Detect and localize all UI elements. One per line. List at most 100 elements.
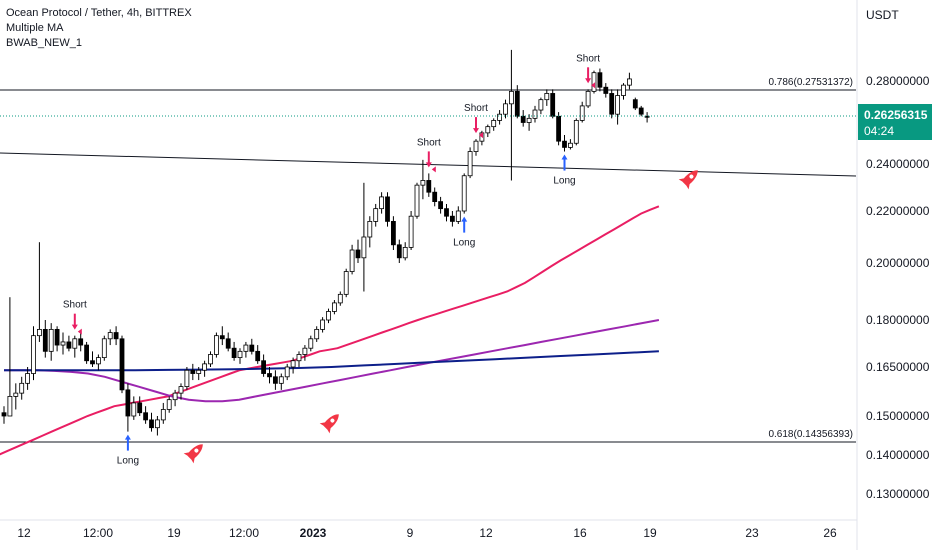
- candle-body: [284, 366, 290, 378]
- candle-body: [514, 90, 520, 117]
- short-marker-icon: [431, 166, 436, 173]
- candle-body: [7, 395, 13, 417]
- fib-level-label: 0.618(0.14356393): [768, 429, 853, 440]
- short-marker-icon: [77, 328, 82, 335]
- candle-body: [373, 208, 379, 222]
- candle-body: [556, 115, 561, 142]
- rocket-icon: [183, 444, 203, 464]
- x-tick-label: 12:00: [83, 526, 113, 540]
- rocket-fin-right: [327, 426, 331, 434]
- long-arrow-head-icon: [461, 216, 468, 222]
- candle-body: [320, 319, 326, 330]
- short-marker-icon: [479, 132, 483, 139]
- candle-body: [491, 120, 497, 128]
- candle-body: [485, 126, 491, 134]
- candle-body: [597, 72, 603, 88]
- candle-body: [432, 191, 438, 202]
- candle-body: [119, 338, 125, 391]
- candle-body: [296, 354, 302, 362]
- candle-body: [385, 196, 390, 222]
- candle-body: [449, 215, 455, 222]
- short-signal-label: Short: [464, 103, 488, 114]
- candle-body: [591, 72, 597, 92]
- long-signal-label: Long: [117, 456, 139, 467]
- short-arrow-head-icon: [71, 324, 78, 330]
- candle-body: [355, 249, 361, 259]
- candle-body: [231, 347, 237, 359]
- x-tick-label: 12: [479, 526, 493, 540]
- candle-body: [426, 180, 432, 193]
- rocket-window: [689, 174, 694, 179]
- indicator-multiple-ma[interactable]: Multiple MA: [6, 22, 64, 34]
- candle-body: [308, 338, 314, 349]
- candle-body: [367, 220, 373, 238]
- candle-body: [202, 363, 208, 371]
- x-tick-label: 2023: [300, 526, 327, 540]
- symbol-title[interactable]: Ocean Protocol / Tether, 4h, BITTREX: [6, 7, 192, 19]
- y-tick-label: 0.16500000: [866, 360, 930, 374]
- candle-body: [213, 335, 219, 355]
- rocket-fin-left: [183, 452, 191, 456]
- short-signal-label: Short: [63, 300, 87, 311]
- y-tick-label: 0.18000000: [866, 313, 930, 327]
- chart-legend: Ocean Protocol / Tether, 4h, BITTREX Mul…: [6, 6, 192, 51]
- candle-body: [302, 347, 308, 355]
- candle-body: [225, 338, 231, 349]
- candle-body: [337, 293, 343, 304]
- candle-body: [137, 402, 143, 414]
- candle-body: [503, 103, 508, 115]
- candle-body: [25, 373, 31, 384]
- candle-body: [331, 302, 337, 312]
- rocket-fin-right: [686, 182, 690, 190]
- candle-body: [78, 338, 84, 346]
- candle-body: [526, 117, 532, 123]
- candle-body: [261, 360, 267, 374]
- candle-body: [154, 419, 160, 429]
- candle-body: [349, 249, 355, 272]
- short-arrow-head-icon: [585, 78, 592, 84]
- candle-body: [184, 369, 190, 387]
- candle-body: [96, 357, 101, 365]
- candle-body: [249, 344, 255, 352]
- moving-average-line: [0, 205, 660, 456]
- candle-body: [113, 332, 119, 340]
- candle-body: [149, 419, 154, 429]
- candle-body: [497, 113, 503, 121]
- short-marker-icon: [591, 82, 596, 89]
- candle-body: [314, 328, 320, 340]
- candle-body: [550, 93, 556, 117]
- candle-body: [255, 350, 261, 362]
- candle-body: [390, 220, 396, 246]
- candle-body: [190, 369, 196, 374]
- rocket-icon: [319, 414, 339, 434]
- candle-body: [638, 107, 644, 115]
- candle-body: [627, 78, 632, 86]
- candle-body: [143, 412, 149, 421]
- x-tick-label: 9: [407, 526, 414, 540]
- last-price-value: 0.26256315: [864, 108, 928, 122]
- rocket-window: [330, 418, 335, 423]
- y-tick-label: 0.22000000: [866, 204, 930, 218]
- candle-body: [520, 115, 526, 123]
- candle-body: [19, 382, 25, 394]
- y-tick-label: 0.14000000: [866, 448, 930, 462]
- candle-body: [621, 84, 626, 96]
- candle-body: [60, 341, 66, 346]
- rocket-fin-left: [678, 178, 686, 182]
- candle-body: [609, 93, 615, 115]
- candle-body: [562, 140, 567, 148]
- rocket-icon: [678, 170, 698, 190]
- x-tick-label: 19: [643, 526, 657, 540]
- candle-body: [396, 244, 402, 259]
- bar-countdown: 04:24: [864, 124, 895, 138]
- indicator-bwab[interactable]: BWAB_NEW_1: [6, 37, 83, 49]
- fib-level-label: 0.786(0.27531372): [768, 77, 853, 88]
- candle-body: [1, 412, 7, 417]
- last-price-badge: 0.26256315 04:24: [858, 104, 932, 140]
- long-signal-label: Long: [553, 176, 575, 187]
- y-tick-label: 0.20000000: [866, 256, 930, 270]
- short-signal-label: Short: [576, 53, 600, 64]
- candle-body: [101, 338, 107, 358]
